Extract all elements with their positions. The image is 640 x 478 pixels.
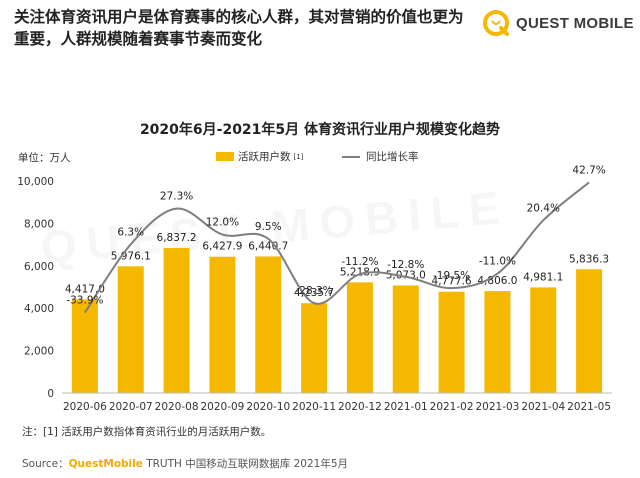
bar bbox=[530, 287, 557, 393]
source-rest: TRUTH 中国移动互联网数据库 2021年5月 bbox=[142, 458, 348, 470]
x-tick-label: 2020-06 bbox=[63, 401, 107, 413]
growth-rate-label: 6.3% bbox=[117, 226, 144, 238]
x-tick-label: 2021-05 bbox=[567, 401, 611, 413]
growth-rate-label: 42.7% bbox=[572, 164, 605, 176]
bar bbox=[438, 291, 465, 393]
bar-value-label: 6,440.7 bbox=[248, 240, 288, 252]
bar bbox=[301, 303, 328, 393]
x-tick-label: 2021-01 bbox=[384, 401, 428, 413]
legend-bar-mark: [1] bbox=[293, 152, 304, 161]
bar bbox=[117, 266, 144, 393]
growth-rate-label: 27.3% bbox=[160, 191, 193, 203]
x-tick-label: 2021-03 bbox=[475, 401, 519, 413]
legend-item-yoy-growth: 同比增长率 bbox=[342, 149, 419, 164]
bar bbox=[576, 269, 603, 393]
chart-title: 2020年6月-2021年5月 体育资讯行业用户规模变化趋势 bbox=[139, 122, 501, 138]
bar-value-label: 5,976.1 bbox=[111, 250, 151, 262]
x-tick-label: 2021-04 bbox=[521, 401, 565, 413]
x-tick-label: 2020-12 bbox=[338, 401, 382, 413]
questmobile-logo: QUEST MOBILE bbox=[482, 8, 634, 38]
bar-value-label: 5,836.3 bbox=[569, 253, 609, 265]
x-tick-label: 2021-02 bbox=[430, 401, 474, 413]
y-tick-label: 4,000 bbox=[24, 303, 54, 315]
y-tick-label: 8,000 bbox=[24, 218, 54, 230]
watermark: QUEST MOBILE bbox=[39, 180, 512, 275]
bar bbox=[209, 256, 236, 393]
x-tick-label: 2020-10 bbox=[246, 401, 290, 413]
growth-rate-label: 20.4% bbox=[527, 202, 560, 214]
bar-value-label: 4,417.0 bbox=[65, 283, 105, 295]
bar-value-label: 6,837.2 bbox=[157, 232, 197, 244]
unit-label: 单位：万人 bbox=[18, 152, 71, 164]
bar-value-label: 4,981.1 bbox=[523, 271, 563, 283]
bar-value-label: 5,073.0 bbox=[386, 269, 426, 281]
bar-value-label: 4,777.6 bbox=[432, 276, 472, 288]
bar bbox=[163, 248, 190, 393]
footnote: 注：[1] 活跃用户数指体育资讯行业的月活跃用户数。 bbox=[22, 426, 272, 438]
growth-rate-label: -12.8% bbox=[387, 259, 424, 271]
x-tick-label: 2020-09 bbox=[200, 401, 244, 413]
y-tick-label: 10,000 bbox=[17, 176, 54, 188]
growth-rate-label: 9.5% bbox=[255, 221, 282, 233]
growth-rate-label: -11.0% bbox=[479, 256, 516, 268]
x-tick-label: 2020-07 bbox=[109, 401, 153, 413]
growth-rate-label: -19.5% bbox=[433, 270, 470, 282]
y-tick-label: 6,000 bbox=[24, 261, 54, 273]
growth-rate-label: 12.0% bbox=[206, 217, 239, 229]
questmobile-logo-icon bbox=[483, 10, 509, 36]
source-prefix: Source： bbox=[22, 458, 69, 470]
growth-rate-label: -11.2% bbox=[341, 256, 378, 268]
legend-line-label: 同比增长率 bbox=[366, 151, 419, 163]
source-brand: QuestMobile bbox=[68, 458, 143, 470]
bar-value-label: 5,218.9 bbox=[340, 266, 380, 278]
bar bbox=[71, 299, 98, 393]
y-tick-label: 0 bbox=[47, 388, 54, 400]
bar-value-label: 6,427.9 bbox=[202, 241, 242, 253]
bar bbox=[392, 285, 419, 393]
growth-rate-label: -33.9% bbox=[66, 295, 103, 307]
bar-value-label: 4,235.7 bbox=[294, 287, 334, 299]
bar bbox=[346, 282, 373, 393]
logo-text: QUEST MOBILE bbox=[516, 14, 634, 32]
bar bbox=[484, 291, 511, 393]
growth-rate-line bbox=[84, 181, 590, 314]
growth-rate-label: -28.3% bbox=[296, 285, 333, 297]
bar-value-label: 4,806.0 bbox=[477, 275, 517, 287]
x-tick-label: 2020-11 bbox=[292, 401, 336, 413]
legend-bar-swatch bbox=[216, 152, 234, 161]
headline: 关注体育资讯用户是体育赛事的核心人群，其对营销的价值也更为重要，人群规模随着赛事… bbox=[14, 8, 464, 48]
x-tick-label: 2020-08 bbox=[155, 401, 199, 413]
legend-line-swatch bbox=[342, 155, 360, 158]
y-tick-label: 2,000 bbox=[24, 346, 54, 358]
source-line: Source：QuestMobile TRUTH 中国移动互联网数据库 2021… bbox=[22, 456, 348, 471]
bar bbox=[255, 256, 282, 393]
legend-bar-label: 活跃用户数 bbox=[238, 151, 291, 163]
legend-item-active-users: 活跃用户数 [1] bbox=[216, 149, 303, 164]
